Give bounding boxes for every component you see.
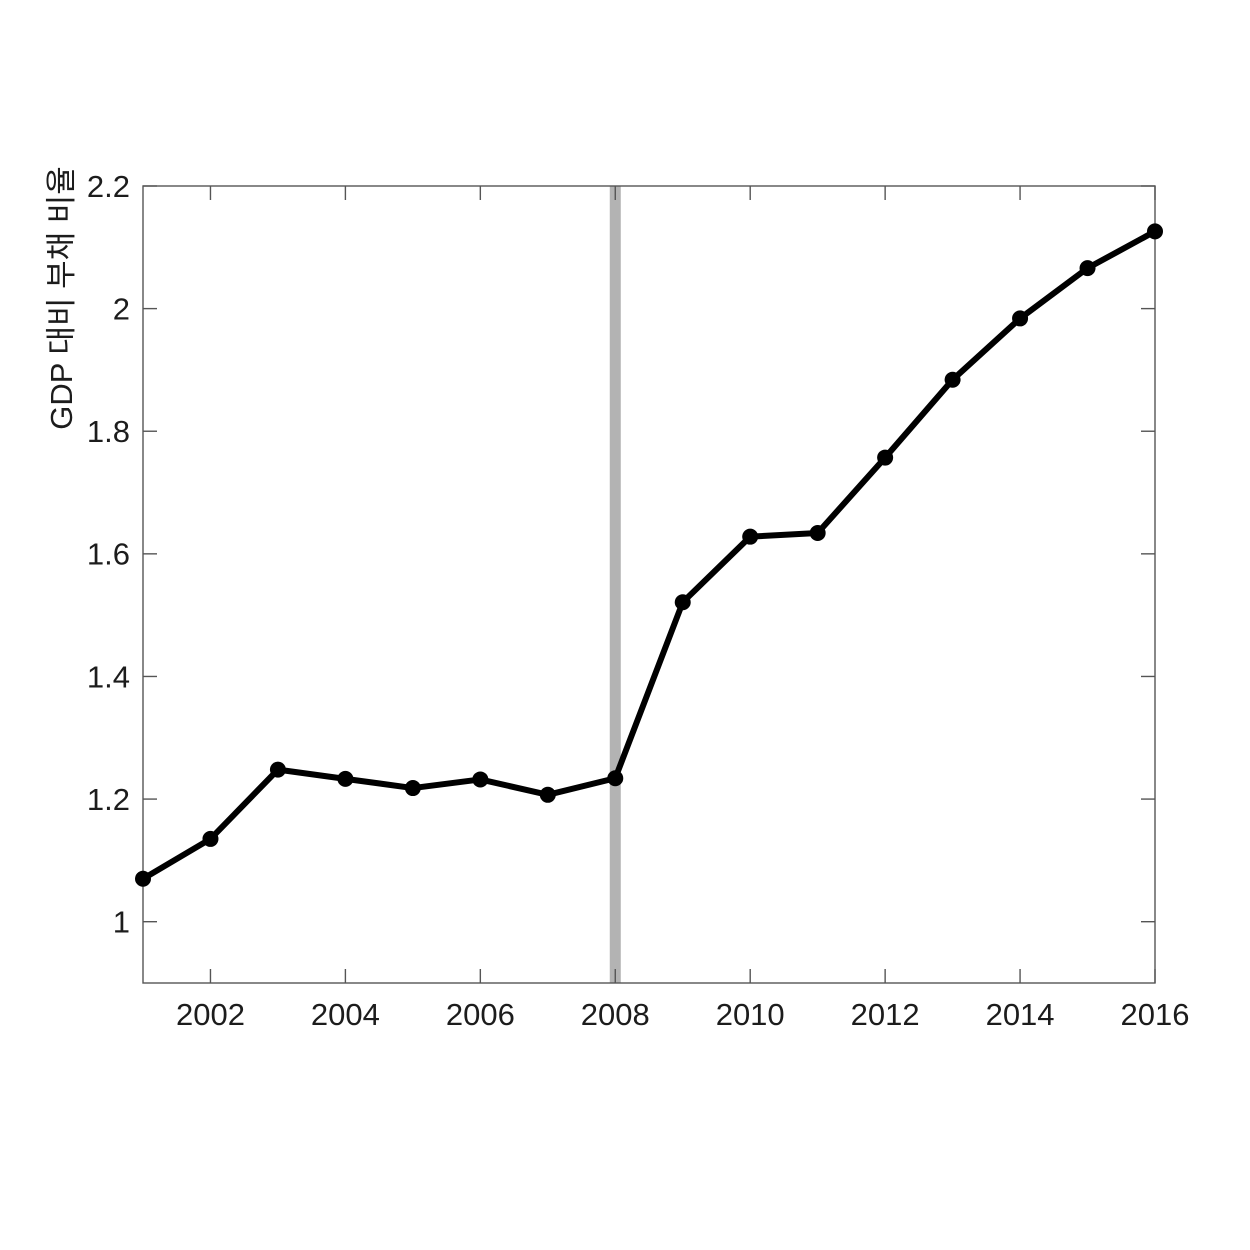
data-point-2008 bbox=[607, 770, 624, 787]
data-point-2001 bbox=[135, 870, 151, 887]
data-point-2016 bbox=[1147, 223, 1163, 240]
y-tick-label: 1 bbox=[113, 905, 130, 940]
data-point-2014 bbox=[1012, 310, 1029, 327]
data-point-2004 bbox=[337, 770, 354, 787]
y-tick-label: 1.8 bbox=[87, 414, 130, 449]
y-tick-label: 1.2 bbox=[87, 782, 130, 817]
data-point-2010 bbox=[742, 528, 759, 545]
data-point-2006 bbox=[472, 771, 489, 788]
data-point-2013 bbox=[944, 371, 961, 388]
x-tick-label: 2012 bbox=[851, 997, 920, 1032]
data-point-2007 bbox=[539, 786, 556, 803]
data-point-2012 bbox=[877, 449, 894, 466]
data-point-2015 bbox=[1079, 260, 1096, 277]
data-point-2005 bbox=[404, 780, 421, 797]
data-point-2003 bbox=[269, 761, 286, 778]
y-tick-label: 2 bbox=[113, 291, 130, 326]
y-tick-label: 1.4 bbox=[87, 659, 130, 694]
x-tick-label: 2002 bbox=[176, 997, 245, 1032]
x-tick-label: 2016 bbox=[1121, 997, 1190, 1032]
x-tick-label: 2006 bbox=[446, 997, 515, 1032]
debt-ratio-line bbox=[140, 228, 1158, 882]
y-tick-label: 2.2 bbox=[87, 169, 130, 204]
event-vline-2008 bbox=[609, 186, 621, 983]
x-tick-label: 2014 bbox=[986, 997, 1055, 1032]
x-tick-label: 2004 bbox=[311, 997, 380, 1032]
x-tick-label: 2008 bbox=[581, 997, 650, 1032]
data-point-2009 bbox=[674, 594, 691, 611]
plot-border bbox=[142, 185, 1156, 984]
data-point-2002 bbox=[202, 830, 219, 847]
y-tick-label: 1.6 bbox=[87, 537, 130, 572]
y-axis-label: GDP 대비 부채 비율 bbox=[44, 166, 79, 430]
x-tick-label: 2010 bbox=[716, 997, 785, 1032]
data-point-2011 bbox=[809, 525, 826, 542]
